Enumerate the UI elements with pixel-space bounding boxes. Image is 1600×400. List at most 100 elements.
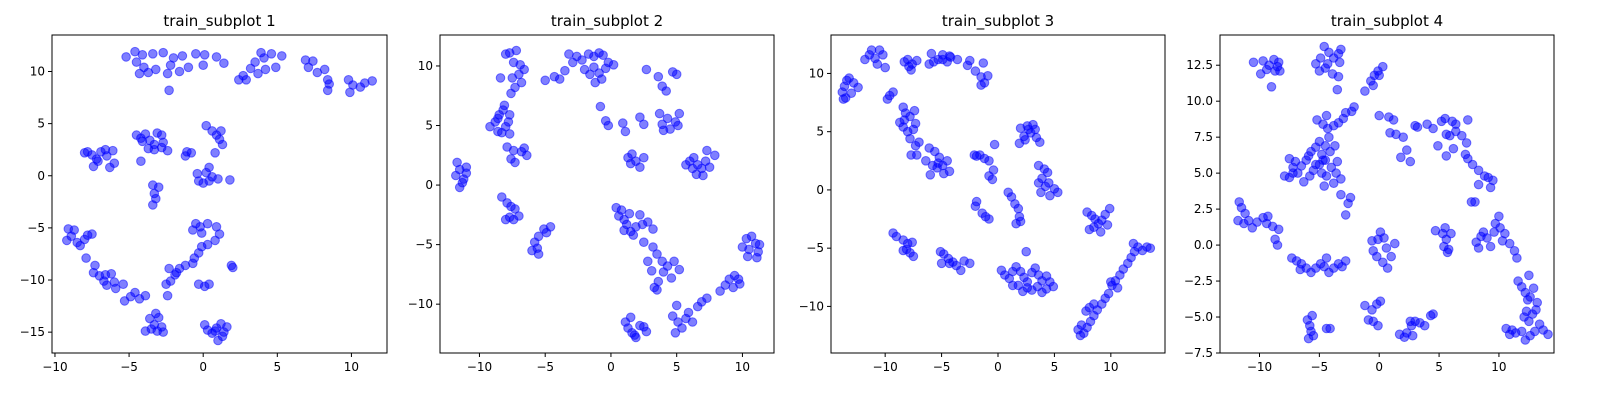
data-point (909, 105, 920, 116)
data-point (506, 88, 516, 99)
data-point (641, 326, 652, 337)
data-point (1095, 227, 1106, 237)
data-point (666, 273, 677, 283)
data-point (93, 156, 103, 166)
y-tick-label: −15 (20, 325, 45, 339)
y-tick-label: −5.0 (1184, 310, 1213, 324)
data-point (1255, 69, 1266, 79)
data-point (933, 158, 944, 168)
y-tick-label: 10 (809, 66, 824, 80)
data-point (1036, 187, 1046, 198)
data-point (199, 50, 210, 60)
data-point (1013, 203, 1024, 214)
data-point (746, 231, 757, 242)
data-point (211, 52, 222, 62)
data-point (1375, 296, 1386, 307)
data-point (1485, 241, 1496, 252)
chart-title: train_subplot 1 (163, 12, 275, 31)
data-point (1457, 130, 1467, 141)
data-point (1407, 330, 1418, 341)
data-point (201, 120, 211, 131)
data-point (595, 101, 606, 112)
data-point (1145, 243, 1156, 253)
data-point (643, 256, 653, 267)
data-point (1272, 61, 1283, 72)
data-point (1446, 228, 1456, 239)
data-point (510, 204, 520, 214)
data-point (162, 290, 173, 301)
y-tick-label: 0.0 (1194, 238, 1213, 252)
data-point (648, 224, 658, 234)
data-point (652, 285, 662, 295)
data-point (495, 73, 506, 83)
data-point (193, 176, 204, 186)
data-point (191, 49, 201, 59)
chart-title: train_subplot 3 (942, 12, 1054, 31)
data-point (210, 148, 220, 158)
y-tick-label: 5.0 (1194, 166, 1213, 180)
data-point (1368, 80, 1378, 91)
data-point (63, 224, 74, 234)
data-point (1321, 110, 1332, 121)
data-point (1360, 86, 1370, 96)
data-point (266, 49, 277, 59)
data-point (639, 237, 649, 247)
data-point (1504, 238, 1515, 249)
y-tick-label: −5 (806, 241, 824, 255)
data-point (983, 71, 993, 81)
data-point (1103, 288, 1114, 299)
y-tick-label: 10.0 (1186, 94, 1213, 108)
data-point (158, 327, 168, 337)
data-point (143, 67, 154, 78)
data-point (579, 64, 590, 75)
data-point (704, 162, 715, 172)
scatter-points (837, 45, 1156, 341)
data-point (165, 60, 176, 70)
data-point (970, 66, 981, 76)
scatter-points (1233, 41, 1553, 345)
data-point (872, 59, 883, 69)
data-point (978, 58, 989, 68)
data-point (545, 222, 556, 232)
data-point (1330, 141, 1340, 151)
data-point (625, 312, 636, 323)
data-point (715, 286, 725, 296)
data-point (1405, 316, 1416, 327)
data-point (658, 125, 669, 136)
data-point (674, 108, 685, 119)
data-point (906, 65, 916, 75)
data-point (1263, 211, 1273, 222)
data-point (1089, 299, 1099, 309)
data-point (1284, 153, 1295, 164)
data-point (689, 152, 699, 163)
data-point (880, 62, 891, 73)
data-point (1328, 178, 1339, 188)
data-point (1340, 107, 1351, 118)
data-point (1314, 159, 1325, 170)
data-point (148, 49, 158, 59)
data-point (81, 253, 91, 263)
data-point (497, 192, 507, 202)
data-point (1512, 253, 1522, 263)
data-point (944, 258, 955, 269)
data-point (914, 137, 924, 147)
data-point (944, 166, 955, 177)
data-point (162, 68, 173, 79)
x-tick-label: −10 (1247, 360, 1272, 374)
data-point (345, 87, 355, 98)
data-point (1402, 145, 1412, 155)
data-point (984, 214, 994, 224)
data-point (1084, 224, 1095, 235)
data-point (217, 139, 228, 150)
data-point (1003, 187, 1014, 198)
data-point (110, 283, 121, 294)
data-point (1428, 309, 1438, 319)
data-point (1334, 57, 1345, 68)
x-tick-label: 10 (344, 360, 359, 374)
data-point (838, 94, 849, 104)
data-point (1279, 171, 1290, 181)
data-point (1321, 253, 1332, 263)
data-point (1543, 329, 1553, 340)
data-point (728, 282, 739, 293)
data-point (669, 256, 679, 267)
